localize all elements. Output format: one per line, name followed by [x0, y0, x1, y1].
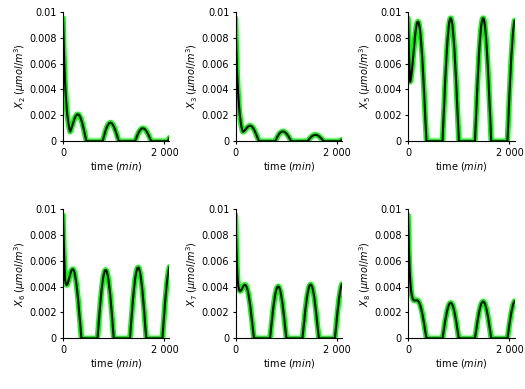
- Y-axis label: $X_6$ $(\mu mol/m^3)$: $X_6$ $(\mu mol/m^3)$: [12, 241, 28, 307]
- X-axis label: time $(min)$: time $(min)$: [90, 160, 142, 173]
- X-axis label: time $(min)$: time $(min)$: [435, 357, 487, 370]
- Y-axis label: $X_7$ $(\mu mol/m^3)$: $X_7$ $(\mu mol/m^3)$: [184, 241, 200, 307]
- Y-axis label: $X_5$ $(\mu mol/m^3)$: $X_5$ $(\mu mol/m^3)$: [357, 44, 373, 109]
- Y-axis label: $X_8$ $(\mu mol/m^3)$: $X_8$ $(\mu mol/m^3)$: [357, 241, 373, 307]
- Y-axis label: $X_2$ $(\mu mol/m^3)$: $X_2$ $(\mu mol/m^3)$: [12, 44, 28, 109]
- Y-axis label: $X_3$ $(\mu mol/m^3)$: $X_3$ $(\mu mol/m^3)$: [184, 44, 200, 109]
- X-axis label: time $(min)$: time $(min)$: [435, 160, 487, 173]
- X-axis label: time $(min)$: time $(min)$: [262, 357, 315, 370]
- X-axis label: time $(min)$: time $(min)$: [90, 357, 142, 370]
- X-axis label: time $(min)$: time $(min)$: [262, 160, 315, 173]
